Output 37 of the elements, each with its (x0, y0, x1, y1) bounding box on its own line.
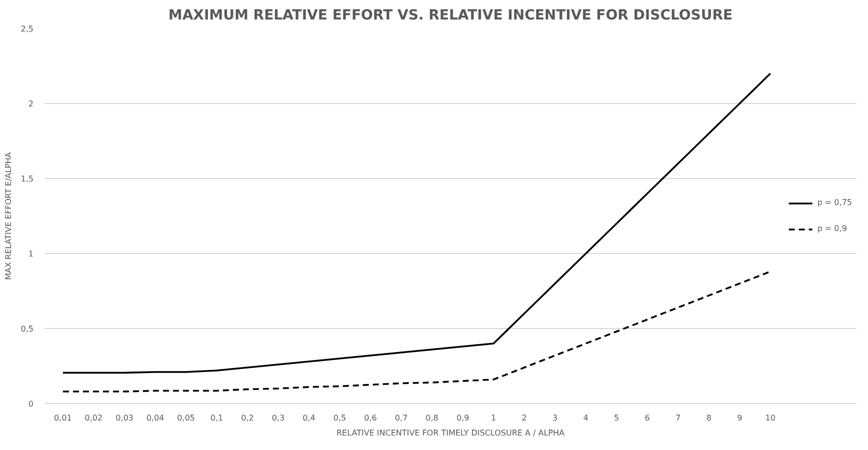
x-tick-label: 0,05 (177, 414, 195, 422)
x-tick-label: 0,04 (146, 414, 164, 422)
x-tick-label: 0,3 (272, 414, 285, 422)
y-tick-label: 2 (28, 100, 34, 108)
y-tick-label: 0 (28, 400, 34, 408)
x-tick-label: 0,7 (394, 414, 408, 422)
x-tick-label: 2 (522, 414, 527, 422)
line-series (62, 72, 772, 374)
y-tick-label: 2,5 (20, 24, 34, 34)
x-tick-label: 0,1 (210, 414, 224, 422)
x-tick-label: 5 (614, 414, 620, 422)
legend-label: p = 0,9 (817, 224, 847, 233)
x-tick-label: 1 (491, 414, 496, 422)
chart-title: MAXIMUM RELATIVE EFFORT VS. RELATIVE INCENTIVE FOR DISCLOSURE (168, 8, 733, 24)
x-tick-label: 0,02 (84, 414, 103, 422)
y-axis-title: MAX RELATIVE EFFORT E/ALPHA (4, 152, 13, 280)
x-tick-label: 0,8 (426, 414, 438, 422)
x-tick-label: 7 (676, 414, 681, 422)
x-tick-label: 0,4 (302, 414, 316, 422)
x-tick-label: 9 (737, 414, 742, 422)
x-tick-label: 0,5 (333, 414, 346, 422)
x-tick-label: 10 (765, 414, 776, 422)
x-tick-label: 0,01 (54, 414, 72, 422)
y-tick-label: 0,5 (20, 324, 34, 334)
y-tick-label: 1,5 (20, 174, 34, 184)
y-tick-label: 1 (28, 250, 34, 258)
x-tick-label: 3 (552, 414, 558, 422)
x-tick-label: 0,6 (364, 414, 377, 422)
x-tick-label: 0,9 (456, 414, 470, 422)
x-tick-label: 6 (644, 414, 650, 422)
x-tick-label: 8 (706, 414, 712, 422)
x-tick-label: 4 (583, 414, 588, 422)
x-tick-label: 0,2 (241, 414, 254, 422)
x-tick-label: 0,03 (116, 414, 134, 422)
legend-label: p = 0,75 (817, 198, 852, 207)
line-series (62, 270, 772, 392)
x-axis-title: RELATIVE INCENTIVE FOR TIMELY DISCLOSURE A / ALPHA (336, 428, 566, 438)
